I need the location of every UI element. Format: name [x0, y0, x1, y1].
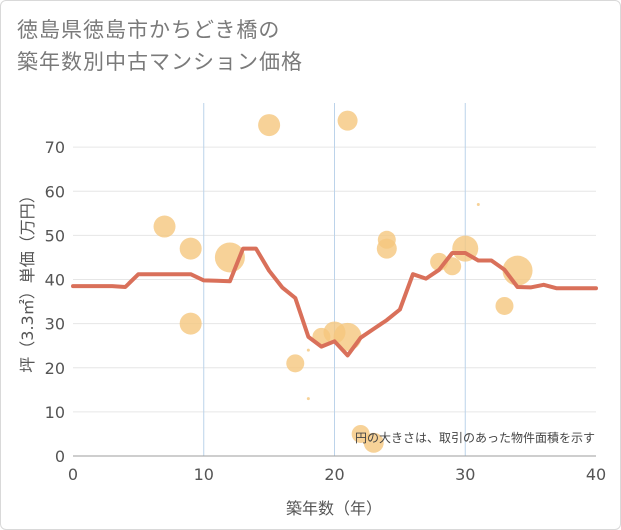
title-line-2: 築年数別中古マンション価格 [17, 50, 303, 74]
y-tick-label: 40 [45, 271, 65, 290]
title-line-1: 徳島県徳島市かちどき橋の [17, 18, 281, 42]
x-axis-label: 築年数（年） [286, 499, 382, 518]
y-tick-label: 30 [45, 315, 65, 334]
x-tick-label: 40 [586, 465, 606, 484]
scatter-point [286, 354, 305, 373]
y-tick-label: 50 [45, 226, 65, 245]
y-tick-label: 70 [45, 138, 65, 157]
size-legend-note: 円の大きさは、取引のあった物件面積を示す [355, 430, 595, 445]
chart-title: 徳島県徳島市かちどき橋の 築年数別中古マンション価格 [17, 14, 303, 78]
average-line-layer [71, 246, 598, 358]
scatter-point [179, 312, 202, 335]
scatter-point [376, 238, 397, 259]
y-tick-label: 20 [45, 359, 65, 378]
tick-labels: 0 10 20 30 40 50 60 70 0 10 20 30 40 [45, 138, 607, 484]
scatter-point [258, 114, 281, 137]
x-tick-label: 20 [324, 465, 344, 484]
scatter-point [495, 296, 514, 315]
y-tick-label: 0 [55, 447, 65, 466]
scatter-point [363, 432, 384, 453]
scatter-point [306, 348, 310, 352]
scatter-point [153, 215, 176, 238]
scatter-point [337, 110, 358, 131]
x-tick-label: 10 [194, 465, 214, 484]
x-tick-label: 0 [68, 465, 78, 484]
y-tick-label: 60 [45, 182, 65, 201]
scatter-point [476, 202, 480, 206]
scatter-point [306, 397, 310, 401]
average-price-line [71, 246, 598, 358]
scatter-point [179, 237, 202, 260]
x-tick-label: 30 [455, 465, 475, 484]
y-axis-label: 坪（3.3㎡）単価（万円） [18, 187, 37, 372]
y-tick-label: 10 [45, 403, 65, 422]
